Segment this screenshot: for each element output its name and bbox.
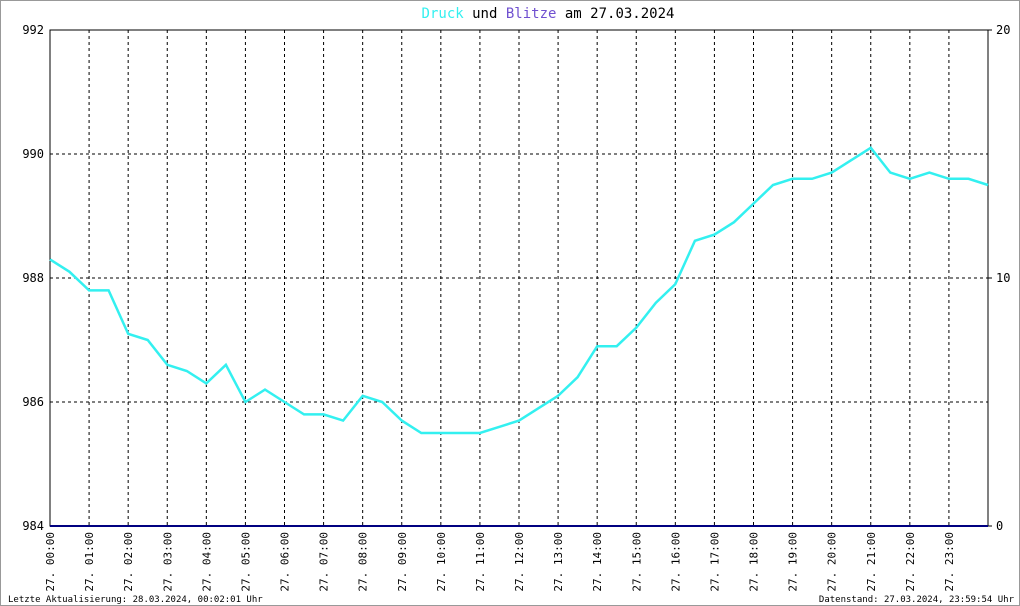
series-line bbox=[49, 146, 989, 435]
y-tick-label: 992 bbox=[22, 23, 44, 37]
x-tick-label: 27. 23:00 bbox=[943, 532, 956, 592]
x-tick-label: 27. 18:00 bbox=[748, 532, 761, 592]
y-tick-label: 986 bbox=[22, 395, 44, 409]
y-tick-label: 984 bbox=[22, 519, 44, 533]
x-tick-label: 27. 19:00 bbox=[787, 532, 800, 592]
title-druck: Druck bbox=[422, 6, 465, 22]
x-tick-label: 27. 01:00 bbox=[83, 532, 96, 592]
x-tick-label: 27. 20:00 bbox=[826, 532, 839, 592]
footer-left: Letzte Aktualisierung: 28.03.2024, 00:02… bbox=[8, 595, 263, 605]
y2-tick-label: 10 bbox=[996, 271, 1010, 285]
x-tick-label: 27. 17:00 bbox=[708, 532, 721, 592]
y2-tick-label: 20 bbox=[996, 23, 1010, 37]
x-tick-label: 27. 12:00 bbox=[513, 532, 526, 592]
x-tick-label: 27. 22:00 bbox=[904, 532, 917, 592]
title-date: am 27.03.2024 bbox=[565, 6, 675, 22]
x-tick-label: 27. 02:00 bbox=[122, 532, 135, 592]
x-tick-label: 27. 16:00 bbox=[669, 532, 682, 592]
x-tick-label: 27. 15:00 bbox=[630, 532, 643, 592]
x-tick-label: 27. 21:00 bbox=[865, 532, 878, 592]
title-blitze: Blitze bbox=[506, 6, 557, 22]
x-tick-label: 27. 08:00 bbox=[357, 532, 370, 592]
x-tick-label: 27. 06:00 bbox=[279, 532, 292, 592]
footer-right: Datenstand: 27.03.2024, 23:59:54 Uhr bbox=[819, 595, 1015, 605]
x-tick-label: 27. 03:00 bbox=[161, 532, 174, 592]
x-tick-label: 27. 04:00 bbox=[200, 532, 213, 592]
x-tick-label: 27. 00:00 bbox=[44, 532, 57, 592]
x-tick-label: 27. 09:00 bbox=[396, 532, 409, 592]
x-tick-label: 27. 13:00 bbox=[552, 532, 565, 592]
chart-title: Druck und Blitze am 27.03.2024 bbox=[422, 6, 675, 22]
x-tick-label: 27. 05:00 bbox=[239, 532, 252, 592]
y-tick-label: 988 bbox=[22, 271, 44, 285]
y2-tick-label: 0 bbox=[996, 519, 1003, 533]
x-tick-label: 27. 14:00 bbox=[591, 532, 604, 592]
title-und: und bbox=[472, 6, 497, 22]
x-tick-label: 27. 07:00 bbox=[318, 532, 331, 592]
x-tick-label: 27. 11:00 bbox=[474, 532, 487, 592]
y-tick-label: 990 bbox=[22, 147, 44, 161]
x-tick-label: 27. 10:00 bbox=[435, 532, 448, 592]
